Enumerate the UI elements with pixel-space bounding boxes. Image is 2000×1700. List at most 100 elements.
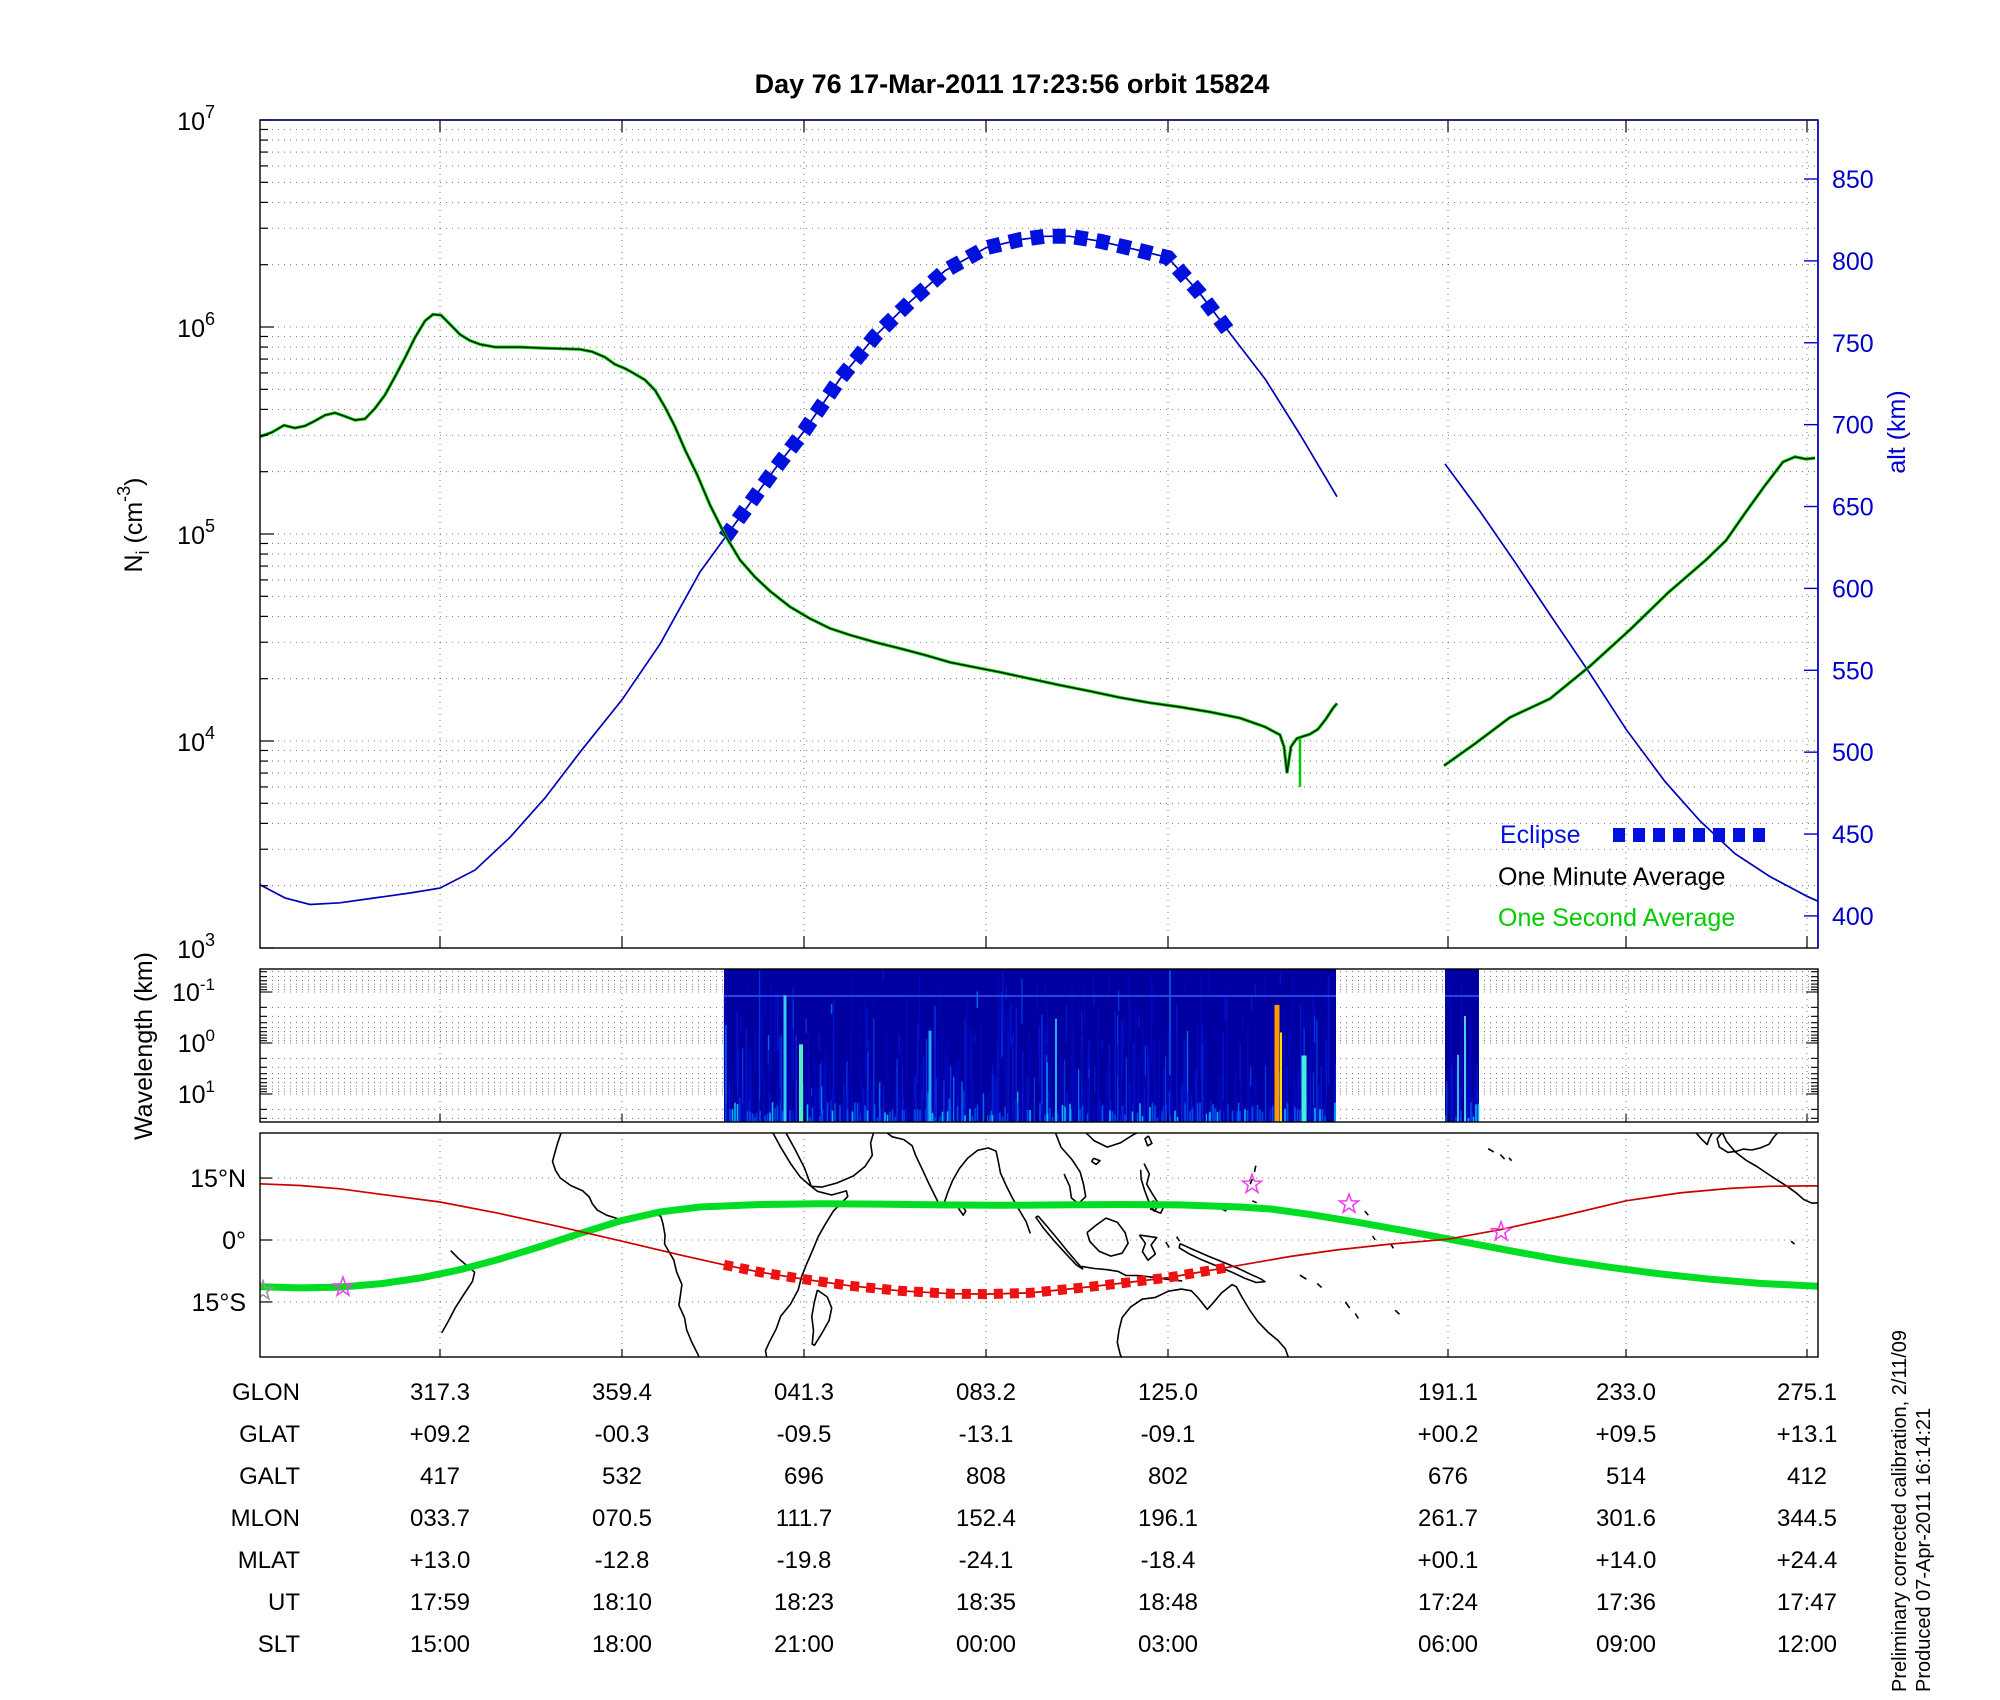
table-cell: 125.0 <box>1138 1379 1198 1406</box>
map-coastline <box>1116 1329 1123 1357</box>
table-cell: -24.1 <box>959 1547 1014 1574</box>
map-coastline <box>1508 1157 1513 1162</box>
map-star-marker <box>331 1274 355 1298</box>
spectrogram-blocks <box>723 969 1480 1122</box>
table-cell: 17:47 <box>1777 1589 1837 1616</box>
table-cell: +14.0 <box>1596 1547 1657 1574</box>
map-coastline <box>1695 1133 1714 1146</box>
table-cell: 802 <box>1148 1463 1188 1490</box>
map-coastline <box>785 1133 875 1188</box>
map-coastline <box>1829 1133 1841 1137</box>
alt-tick-label: 650 <box>1832 494 1874 522</box>
table-cell: +00.2 <box>1418 1421 1479 1448</box>
table-row-label: MLAT <box>238 1547 301 1574</box>
legend-one-minute-label: One Minute Average <box>1498 863 1725 891</box>
eclipse-dashed-curve <box>718 228 1237 543</box>
map-lat-label: 0° <box>222 1227 246 1255</box>
table-cell: -13.1 <box>959 1421 1014 1448</box>
table-cell: 696 <box>784 1463 824 1490</box>
alt-tick-label: 800 <box>1832 248 1874 276</box>
alt-axis-title: alt (km) <box>1883 390 1911 473</box>
table-cell: 417 <box>420 1463 460 1490</box>
chart-title: Day 76 17-Mar-2011 17:23:56 orbit 15824 <box>755 69 1270 99</box>
map-coastline <box>1138 1234 1158 1261</box>
map-star-marker <box>1337 1191 1361 1215</box>
map-coastline <box>1165 1241 1170 1248</box>
map-star-marker <box>1489 1219 1513 1242</box>
alt-tick-label: 500 <box>1832 739 1874 767</box>
table-cell: 359.4 <box>592 1379 652 1406</box>
map-coastline <box>1178 1242 1266 1284</box>
table-cell: +09.5 <box>1596 1421 1657 1448</box>
map-coastline <box>1852 1141 1855 1143</box>
table-cell: 152.4 <box>956 1505 1016 1532</box>
wavelength-axis-title: Wavelength (km) <box>130 952 158 1140</box>
ni-tick-label: 107 <box>177 102 215 136</box>
table-cell: 09:00 <box>1596 1631 1656 1658</box>
map-coastline <box>1086 1217 1129 1257</box>
ni-axis-title: Ni (cm-3) <box>114 477 153 572</box>
spectro-frame <box>259 968 1819 1123</box>
alt-tick-label: 700 <box>1832 412 1874 440</box>
table-cell: -09.1 <box>1141 1421 1196 1448</box>
ni-tick-label: 105 <box>177 516 215 550</box>
table-cell: -12.8 <box>595 1547 650 1574</box>
map-coastline <box>1249 1178 1254 1185</box>
frame-layer <box>259 119 1819 1358</box>
ni-tick-label: 103 <box>177 930 215 964</box>
map-coastline <box>1977 1343 1990 1357</box>
table-cell: 514 <box>1606 1463 1646 1490</box>
map-coastline <box>1790 1240 1796 1245</box>
ni-one-minute-curve-seg1 <box>259 313 1338 774</box>
map-coastline <box>811 1289 833 1347</box>
table-cell: 070.5 <box>592 1505 652 1532</box>
table-cell: 18:23 <box>774 1589 834 1616</box>
map-coastline <box>764 1133 849 1357</box>
table-cell: -18.4 <box>1141 1547 1196 1574</box>
map-coastline <box>1371 1235 1376 1241</box>
table-cell: 033.7 <box>410 1505 470 1532</box>
map-coastline <box>1721 1133 1818 1204</box>
table-cell: 676 <box>1428 1463 1468 1490</box>
map-coastline <box>1175 1236 1181 1242</box>
table-row-label: GLAT <box>239 1421 300 1448</box>
map-coastline <box>886 1133 1032 1234</box>
table-cell: +13.1 <box>1777 1421 1838 1448</box>
table-cell: 412 <box>1787 1463 1827 1490</box>
map-frame <box>259 1132 1819 1358</box>
table-cell: 041.3 <box>774 1379 834 1406</box>
table-cell: 17:59 <box>410 1589 470 1616</box>
side-note-line1: Preliminary corrected calibration, 2/11/… <box>1889 1330 1911 1692</box>
map-coastline <box>1253 1165 1257 1173</box>
alt-tick-label: 600 <box>1832 575 1874 603</box>
map-lat-label: 15°S <box>192 1289 246 1317</box>
map-coastline <box>1144 1135 1153 1147</box>
table-cell: 344.5 <box>1777 1505 1837 1532</box>
map-coastline <box>1035 1215 1084 1270</box>
data-layer <box>259 228 1990 1357</box>
altitude-curve-seg1 <box>259 235 1338 906</box>
table-cell: +00.1 <box>1418 1547 1479 1574</box>
alt-tick-label: 850 <box>1832 166 1874 194</box>
map-coastline <box>1819 1145 1860 1156</box>
map-coastline <box>1316 1282 1323 1289</box>
table-cell: 317.3 <box>410 1379 470 1406</box>
table-cell: 18:35 <box>956 1589 1016 1616</box>
table-cell: 18:10 <box>592 1589 652 1616</box>
table-cell: 111.7 <box>776 1505 833 1532</box>
table-cell: -09.5 <box>777 1421 832 1448</box>
table-cell: 12:00 <box>1777 1631 1837 1658</box>
table-cell: 15:00 <box>410 1631 470 1658</box>
map-layer <box>260 1133 1990 1357</box>
map-coastline <box>1118 1283 1289 1357</box>
wavelength-tick-label: 101 <box>178 1077 215 1109</box>
map-coastline <box>1085 1133 1138 1148</box>
table-cell: 191.1 <box>1418 1379 1478 1406</box>
table-cell: 18:00 <box>592 1631 652 1658</box>
ni-tick-label: 106 <box>177 309 215 343</box>
table-cell: -19.8 <box>777 1547 832 1574</box>
map-star-marker <box>260 1278 275 1301</box>
table-cell: 083.2 <box>956 1379 1016 1406</box>
